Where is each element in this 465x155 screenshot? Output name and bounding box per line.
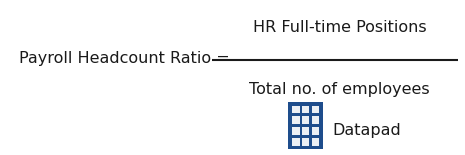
FancyBboxPatch shape [302,106,310,113]
FancyBboxPatch shape [302,138,310,146]
Text: Datapad: Datapad [332,123,401,138]
FancyBboxPatch shape [312,127,319,135]
FancyBboxPatch shape [312,138,319,146]
FancyBboxPatch shape [292,138,300,146]
Text: Payroll Headcount Ratio =: Payroll Headcount Ratio = [19,51,229,66]
FancyBboxPatch shape [288,102,323,149]
Text: HR Full-time Positions: HR Full-time Positions [252,20,426,35]
FancyBboxPatch shape [292,106,300,113]
Text: Total no. of employees: Total no. of employees [249,82,430,97]
FancyBboxPatch shape [302,116,310,124]
FancyBboxPatch shape [312,106,319,113]
FancyBboxPatch shape [302,127,310,135]
FancyBboxPatch shape [292,116,300,124]
FancyBboxPatch shape [312,116,319,124]
FancyBboxPatch shape [292,127,300,135]
